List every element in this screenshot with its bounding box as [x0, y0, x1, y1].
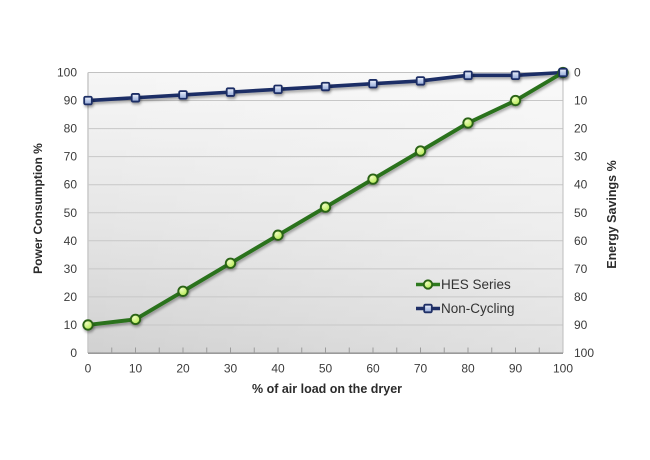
- svg-text:90: 90: [509, 362, 523, 376]
- svg-text:20: 20: [64, 290, 78, 304]
- svg-text:HES Series: HES Series: [441, 277, 511, 292]
- svg-text:30: 30: [574, 150, 588, 164]
- svg-text:10: 10: [129, 362, 143, 376]
- svg-text:0: 0: [70, 346, 77, 360]
- svg-text:50: 50: [574, 206, 588, 220]
- svg-text:60: 60: [366, 362, 380, 376]
- svg-text:40: 40: [64, 234, 78, 248]
- svg-text:0: 0: [85, 362, 92, 376]
- svg-text:20: 20: [574, 122, 588, 136]
- svg-text:% of air load on the dryer: % of air load on the dryer: [252, 382, 402, 396]
- svg-text:60: 60: [64, 178, 78, 192]
- svg-text:70: 70: [574, 262, 588, 276]
- svg-text:20: 20: [176, 362, 190, 376]
- svg-text:90: 90: [574, 318, 588, 332]
- svg-text:70: 70: [414, 362, 428, 376]
- svg-text:Energy Savings %: Energy Savings %: [605, 160, 619, 268]
- svg-text:40: 40: [574, 178, 588, 192]
- svg-text:10: 10: [574, 94, 588, 108]
- svg-text:100: 100: [574, 346, 594, 360]
- svg-text:100: 100: [553, 362, 573, 376]
- svg-text:50: 50: [319, 362, 333, 376]
- svg-text:Non-Cycling: Non-Cycling: [441, 301, 515, 316]
- svg-text:70: 70: [64, 150, 78, 164]
- svg-text:40: 40: [271, 362, 285, 376]
- svg-text:80: 80: [64, 122, 78, 136]
- svg-text:10: 10: [64, 318, 78, 332]
- svg-text:Power Consumption %: Power Consumption %: [31, 143, 45, 274]
- svg-text:30: 30: [224, 362, 238, 376]
- svg-text:0: 0: [574, 66, 581, 80]
- svg-text:30: 30: [64, 262, 78, 276]
- svg-text:90: 90: [64, 94, 78, 108]
- svg-text:60: 60: [574, 234, 588, 248]
- svg-text:100: 100: [57, 66, 77, 80]
- svg-text:80: 80: [574, 290, 588, 304]
- svg-text:80: 80: [461, 362, 475, 376]
- svg-text:50: 50: [64, 206, 78, 220]
